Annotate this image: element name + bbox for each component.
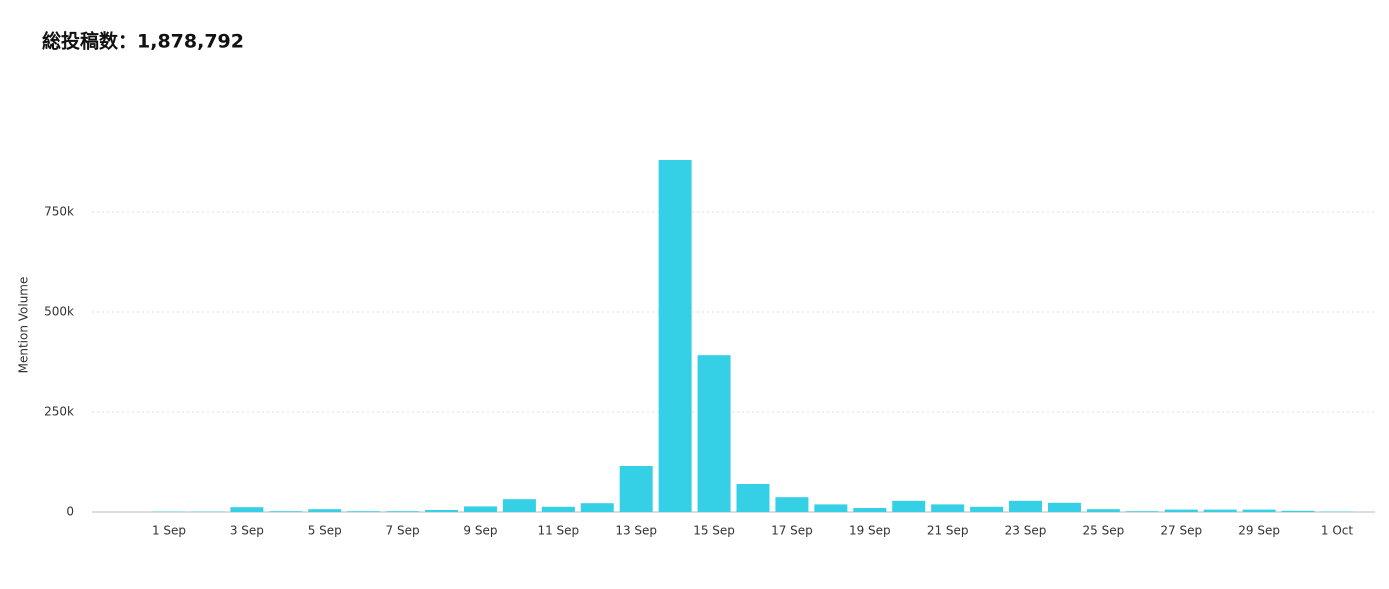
x-tick-label: 5 Sep [308, 524, 342, 538]
x-tick-label: 21 Sep [927, 524, 969, 538]
x-tick-label: 23 Sep [1005, 524, 1047, 538]
bar [1281, 510, 1315, 512]
x-tick-label: 29 Sep [1238, 524, 1280, 538]
bar [658, 160, 692, 512]
bar [502, 499, 536, 512]
x-tick-label: 27 Sep [1160, 524, 1202, 538]
x-tick-label: 19 Sep [849, 524, 891, 538]
bar [463, 506, 497, 512]
y-tick-label: 500k [44, 305, 74, 319]
bar [386, 511, 420, 512]
bar [308, 509, 342, 512]
bar [775, 497, 809, 512]
bar [580, 503, 614, 512]
bar [619, 466, 653, 512]
x-tick-label: 11 Sep [537, 524, 579, 538]
bar [1164, 509, 1198, 512]
y-tick-label: 250k [44, 405, 74, 419]
y-tick-label: 750k [44, 205, 74, 219]
bar [892, 500, 926, 512]
bar [697, 355, 731, 512]
bar [1047, 502, 1081, 512]
x-tick-label: 3 Sep [230, 524, 264, 538]
bar [1242, 509, 1276, 512]
y-tick-label: 0 [66, 505, 74, 519]
bar [853, 508, 887, 512]
bar [970, 506, 1004, 512]
x-tick-label: 15 Sep [693, 524, 735, 538]
y-axis-label: Mention Volume [17, 277, 31, 374]
bar [931, 504, 965, 512]
bar [1203, 509, 1237, 512]
chart-title: 総投稿数：1,878,792 [42, 30, 244, 53]
bar [1125, 511, 1159, 512]
bar [347, 511, 381, 512]
bar [814, 504, 848, 512]
bar [230, 507, 264, 512]
x-tick-label: 7 Sep [386, 524, 420, 538]
bar [1009, 500, 1043, 512]
x-tick-label: 1 Oct [1321, 524, 1353, 538]
x-tick-label: 25 Sep [1083, 524, 1125, 538]
x-tick-label: 17 Sep [771, 524, 813, 538]
x-tick-label: 9 Sep [463, 524, 497, 538]
x-tick-label: 13 Sep [615, 524, 657, 538]
bar [425, 510, 459, 512]
bar [541, 506, 575, 512]
bar [1086, 509, 1120, 512]
bar [736, 484, 770, 512]
x-tick-label: 1 Sep [152, 524, 186, 538]
bar [269, 511, 303, 512]
